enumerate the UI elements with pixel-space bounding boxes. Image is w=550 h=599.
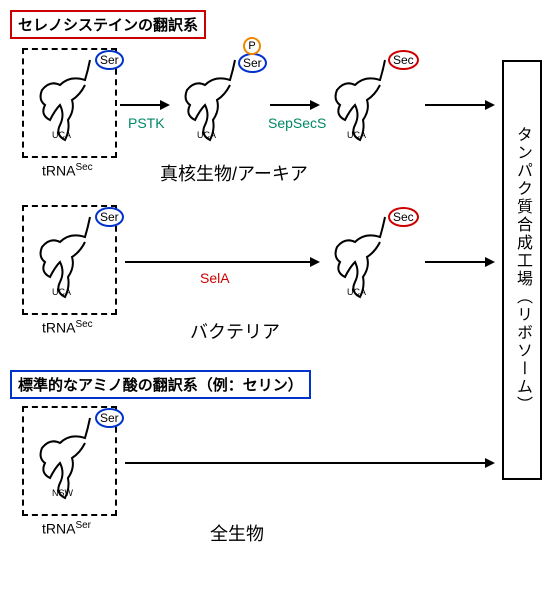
ribosome-label: タンパク質合成工場（リボソーム） [510, 126, 534, 414]
trna-sup-bac: Sec [75, 319, 92, 330]
pathway-label-bac: バクテリア [190, 318, 280, 344]
codon-all: NSW [52, 488, 73, 498]
trna-text-bac: tRNA [42, 320, 75, 336]
arrow-bac [125, 252, 320, 272]
codon-bac-2: UCA [347, 287, 366, 297]
arrow-euk-2 [270, 95, 320, 115]
arrow-bac-ribo [425, 252, 495, 272]
trna-sup-all: Ser [75, 520, 91, 531]
ser-oval-bac: Ser [95, 207, 124, 227]
pathway-label-all: 全生物 [210, 520, 264, 546]
ser-oval-all: Ser [95, 408, 124, 428]
arrow-euk-ribo [425, 95, 495, 115]
arrow-all [125, 453, 495, 473]
ser-oval-euk-1: Ser [95, 50, 124, 70]
trna-label-euk: tRNASec [42, 162, 93, 179]
codon-euk-1: UCA [52, 130, 71, 140]
pathway-label-euk: 真核生物/アーキア [160, 160, 308, 186]
codon-bac-1: UCA [52, 287, 71, 297]
sec-oval-bac: Sec [388, 207, 419, 227]
enzyme-sepsecs: SepSecS [268, 115, 326, 131]
trna-text-all: tRNA [42, 521, 75, 537]
trna-sup: Sec [75, 162, 92, 173]
ser-oval-euk-2: Ser [238, 53, 267, 73]
enzyme-sela: SelA [200, 270, 230, 286]
p-circle-euk: P [243, 37, 261, 55]
section2-title: 標準的なアミノ酸の翻訳系（例：セリン） [10, 370, 311, 399]
ribosome-box: タンパク質合成工場（リボソーム） [502, 60, 542, 480]
sec-oval-euk: Sec [388, 50, 419, 70]
trna-label-bac: tRNASec [42, 319, 93, 336]
section1-title: セレノシステインの翻訳系 [10, 10, 206, 39]
trna-text: tRNA [42, 163, 75, 179]
arrow-euk-1 [120, 95, 170, 115]
trna-label-all: tRNASer [42, 520, 91, 537]
enzyme-pstk: PSTK [128, 115, 165, 131]
codon-euk-3: UCA [347, 130, 366, 140]
codon-euk-2: UCA [197, 130, 216, 140]
